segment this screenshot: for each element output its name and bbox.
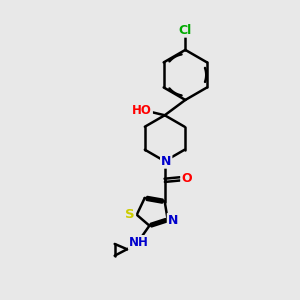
Text: Cl: Cl	[179, 24, 192, 37]
Text: HO: HO	[132, 104, 152, 117]
Text: S: S	[125, 208, 135, 221]
Text: NH: NH	[129, 236, 149, 249]
Text: N: N	[161, 155, 171, 168]
Text: N: N	[168, 214, 178, 227]
Text: O: O	[181, 172, 192, 185]
